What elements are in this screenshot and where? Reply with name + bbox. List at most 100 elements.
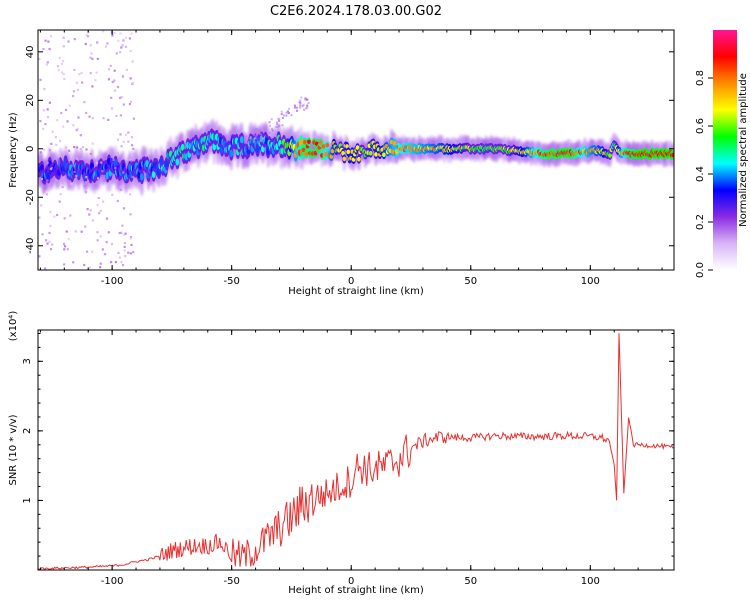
colorbar-tick-label: 0.4 (695, 166, 706, 182)
ridge-core (239, 136, 244, 144)
speckle-dot (130, 32, 133, 35)
speckle-dot (68, 149, 71, 152)
speckle-dot (66, 120, 69, 123)
ridge-core (175, 158, 180, 166)
speckle-dot (115, 52, 118, 55)
speckle-dot (101, 170, 104, 173)
speckle-dot (102, 30, 105, 33)
speckle-dot (306, 104, 309, 107)
speckle-dot (107, 118, 110, 121)
speckle-dot (120, 145, 123, 148)
speckle-dot (270, 118, 273, 121)
speckle-dot (300, 96, 303, 99)
speckle-dot (89, 72, 92, 75)
speckle-dot (121, 75, 124, 78)
speckle-dot (250, 138, 253, 141)
speckle-dot (130, 243, 133, 247)
speckle-dot (122, 171, 125, 174)
speckle-dot (108, 68, 111, 71)
speckle-dot (38, 216, 41, 219)
speckle-dot (89, 56, 92, 59)
speckle-dot (84, 191, 88, 194)
speckle-dot (62, 125, 65, 128)
speckle-dot (107, 231, 110, 234)
speckle-dot (271, 127, 273, 130)
speckle-dot (132, 147, 135, 151)
speckle-dot (109, 64, 112, 67)
speckle-dot (49, 35, 53, 38)
speckle-dot (86, 35, 90, 38)
speckle-dot (64, 108, 68, 112)
y-tick-label: 3 (22, 358, 33, 364)
speckle-dot (249, 137, 252, 140)
speckle-dot (125, 133, 128, 136)
speckle-dot (252, 138, 255, 141)
speckle-dot (95, 71, 98, 74)
speckle-dot (288, 112, 290, 115)
speckle-dot (106, 42, 109, 45)
speckle-dot (65, 230, 68, 233)
speckle-dot (129, 213, 132, 216)
spectrogram-speckle (38, 30, 310, 270)
speckle-dot (290, 114, 293, 117)
speckle-dot (254, 140, 257, 143)
speckle-dot (83, 101, 86, 104)
ridge-core (608, 153, 612, 158)
speckle-dot (46, 179, 49, 182)
speckle-dot (72, 94, 75, 98)
speckle-dot (114, 167, 117, 170)
speckle-dot (277, 117, 280, 120)
speckle-dot (73, 146, 76, 149)
speckle-dot (244, 149, 247, 152)
snr-plot-area (38, 333, 674, 570)
speckle-dot (296, 109, 298, 112)
speckle-dot (68, 104, 71, 107)
speckle-dot (72, 90, 76, 93)
speckle-dot (116, 138, 120, 141)
speckle-dot (303, 108, 306, 111)
speckle-dot (64, 146, 68, 149)
speckle-dot (296, 106, 299, 109)
speckle-dot (118, 232, 121, 235)
y-tick-label: -20 (25, 189, 36, 205)
speckle-dot (245, 142, 248, 145)
spectrogram-xlabel: Height of straight line (km) (288, 286, 424, 297)
x-tick-label: -100 (101, 576, 124, 587)
speckle-dot (73, 38, 76, 41)
speckle-dot (120, 261, 123, 264)
speckle-dot (47, 40, 50, 43)
ridge-core (342, 156, 347, 162)
speckle-dot (78, 73, 81, 76)
speckle-dot (268, 132, 271, 135)
speckle-dot (121, 44, 124, 47)
speckle-dot (127, 131, 130, 134)
speckle-dot (246, 137, 249, 140)
speckle-dot (114, 261, 117, 264)
spectrogram-area (38, 30, 674, 270)
speckle-dot (50, 142, 53, 145)
speckle-dot (96, 41, 99, 44)
speckle-dot (299, 99, 302, 102)
speckle-dot (45, 193, 49, 196)
chart-title: C2E6.2024.178.03.00.G02 (270, 4, 442, 19)
speckle-dot (58, 56, 61, 59)
speckle-dot (40, 178, 44, 181)
speckle-dot (122, 39, 125, 42)
speckle-dot (99, 209, 102, 212)
colorbar-tick-label: 0.0 (695, 262, 706, 278)
speckle-dot (75, 174, 78, 178)
speckle-dot (44, 123, 47, 126)
speckle-dot (278, 124, 281, 127)
speckle-dot (62, 36, 65, 39)
speckle-dot (99, 262, 102, 265)
speckle-dot (72, 164, 75, 167)
speckle-dot (121, 264, 125, 267)
speckle-dot (45, 239, 48, 242)
speckle-dot (63, 263, 66, 266)
speckle-dot (39, 151, 42, 154)
speckle-dot (280, 110, 283, 113)
speckle-dot (38, 255, 41, 258)
speckle-dot (95, 162, 98, 165)
speckle-dot (254, 137, 257, 140)
